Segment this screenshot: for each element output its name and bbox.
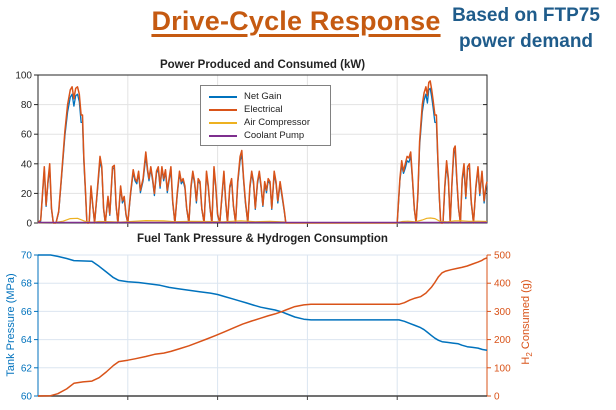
power-chart-title: Power Produced and Consumed (kW) — [159, 59, 366, 71]
right-tick-label: 100 — [494, 363, 511, 374]
legend-item-electrical: Electrical — [209, 103, 324, 116]
series-h2-consumed — [37, 257, 488, 397]
y-tick-label: 40 — [21, 159, 33, 170]
page-title: Drive-Cycle Response — [151, 6, 441, 36]
y-tick-label: 64 — [21, 335, 33, 346]
legend-line-swatch — [209, 95, 237, 98]
legend-line-swatch — [209, 121, 237, 124]
y-tick-label: 66 — [21, 307, 33, 318]
y-tick-label: 60 — [21, 392, 33, 403]
subtitle: Based on FTP75 power demand — [436, 3, 616, 55]
legend-label: Electrical — [244, 104, 283, 115]
y-tick-label: 20 — [21, 189, 33, 200]
legend-line-swatch — [209, 108, 237, 111]
y-tick-label: 100 — [15, 71, 32, 82]
subtitle-line2: power demand — [458, 31, 594, 52]
legend-line-swatch — [209, 134, 237, 137]
y-tick-label: 80 — [21, 100, 33, 111]
legend-item-coolant-pump: Coolant Pump — [209, 129, 324, 142]
right-tick-label: 400 — [494, 279, 511, 290]
legend-item-air-compressor: Air Compressor — [209, 116, 324, 129]
power-chart-legend: Net Gain Electrical Air Compressor Coolant … — [200, 85, 331, 146]
y-tick-label: 62 — [21, 363, 33, 374]
h2-consumed-axis-label: H2 Consumed (g) — [519, 279, 535, 365]
right-tick-label: 500 — [494, 251, 511, 262]
fuel-chart-title: Fuel Tank Pressure & Hydrogen Consumptio… — [137, 233, 388, 245]
legend-label: Coolant Pump — [244, 130, 305, 141]
y-tick-label: 70 — [21, 251, 33, 262]
y-tick-label: 60 — [21, 130, 33, 141]
series-tank-pressure — [38, 254, 488, 351]
y-tick-label: 68 — [21, 279, 33, 290]
right-tick-label: 200 — [494, 335, 511, 346]
y-tick-label: 0 — [26, 219, 32, 230]
series-electrical — [37, 80, 488, 224]
subtitle-line1: Based on FTP75 — [452, 5, 600, 26]
legend-label: Net Gain — [244, 91, 282, 102]
legend-label: Air Compressor — [244, 117, 310, 128]
right-tick-label: 300 — [494, 307, 511, 318]
right-tick-label: 0 — [494, 392, 500, 403]
legend-item-net-gain: Net Gain — [209, 90, 324, 103]
fuel-chart: 60 62 64 66 68 70 0 100 200 300 400 500 — [21, 251, 511, 403]
tank-pressure-axis-label: Tank Pressure (MPa) — [5, 273, 17, 377]
